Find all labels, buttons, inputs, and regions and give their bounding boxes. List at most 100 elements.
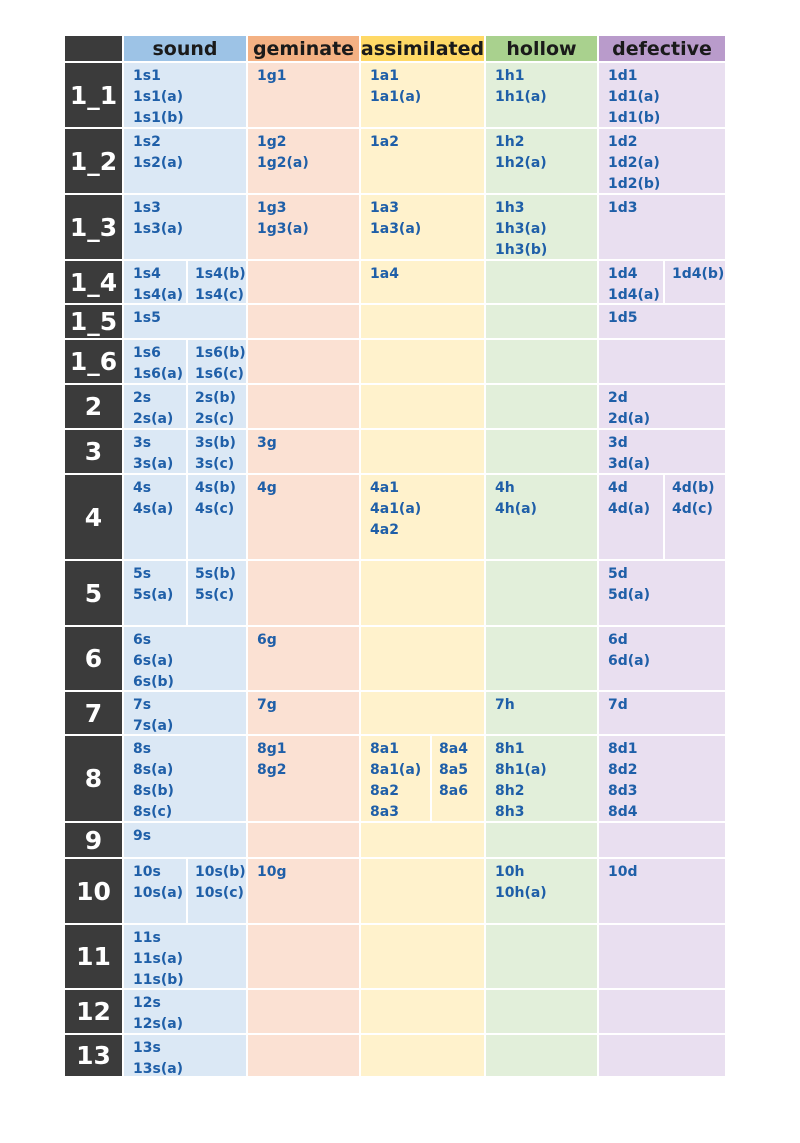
cell-group: 7g	[248, 695, 361, 734]
table-cell: 4d 4d(a) 4d(b) 4d(c)	[599, 475, 727, 561]
class-code: 8h1	[495, 741, 525, 757]
class-code: 9s	[133, 828, 152, 844]
table-cell: 13s 13s(a)	[124, 1035, 248, 1078]
class-code: 1a3(a)	[370, 221, 422, 237]
cell-group: 1a2	[361, 132, 486, 193]
class-code: 4d(a)	[608, 501, 651, 517]
class-code: 7s	[133, 697, 152, 713]
class-code: 11s(b)	[133, 972, 184, 988]
cell-group: 1a4	[361, 264, 486, 303]
table-cell: 2s 2s(a) 2s(b) 2s(c)	[124, 385, 248, 430]
class-code: 5s	[133, 566, 152, 582]
class-code: 8s(c)	[133, 804, 173, 820]
table-cell: 8a1 8a1(a) 8a2 8a3 8a4 8a5 8a6	[361, 736, 486, 823]
cell-group: 7s 7s(a)	[124, 695, 248, 734]
table-cell: 3s 3s(a) 3s(b) 3s(c)	[124, 430, 248, 475]
cell-group: 2s(b) 2s(c)	[186, 385, 248, 428]
class-code: 12s(a)	[133, 1016, 184, 1032]
class-code: 4d(b)	[672, 480, 715, 496]
column-header: assimilated	[361, 36, 486, 63]
class-code: 4s(a)	[133, 501, 174, 517]
class-code: 10h(a)	[495, 885, 547, 901]
class-code: 1d5	[608, 310, 638, 326]
table-cell: 7d	[599, 692, 727, 736]
table-cell: 4h 4h(a)	[486, 475, 599, 561]
class-code: 1d2	[608, 134, 638, 150]
table-cell: 5d 5d(a)	[599, 561, 727, 627]
table-cell	[599, 823, 727, 859]
table-cell	[248, 340, 361, 385]
class-code: 1s3	[133, 200, 161, 216]
table-cell	[599, 925, 727, 990]
table-cell: 1a1 1a1(a)	[361, 63, 486, 129]
cell-group: 4a1 4a1(a) 4a2	[361, 478, 486, 559]
class-code: 6d	[608, 632, 628, 648]
class-code: 1g1	[257, 68, 287, 84]
row-label: 10	[65, 859, 124, 925]
table-cell: 1d5	[599, 305, 727, 340]
class-code: 1s1(b)	[133, 110, 184, 126]
class-code: 3s	[133, 435, 152, 451]
class-code: 1a1(a)	[370, 89, 422, 105]
cell-group: 1d5	[599, 308, 727, 338]
table-cell	[361, 859, 486, 925]
class-code: 8s(b)	[133, 783, 174, 799]
class-code: 1a1	[370, 68, 399, 84]
table-cell	[486, 340, 599, 385]
class-code: 7g	[257, 697, 277, 713]
table-cell	[486, 561, 599, 627]
class-code: 3s(b)	[195, 435, 236, 451]
class-code: 8h2	[495, 783, 525, 799]
cell-group: 3s(b) 3s(c)	[186, 430, 248, 473]
row-label: 1_2	[65, 129, 124, 195]
table-cell: 1s4 1s4(a) 1s4(b) 1s4(c)	[124, 261, 248, 305]
table-cell: 1g2 1g2(a)	[248, 129, 361, 195]
class-code: 10s	[133, 864, 161, 880]
class-code: 6s(b)	[133, 674, 174, 690]
table-cell	[486, 305, 599, 340]
class-code: 1g3(a)	[257, 221, 309, 237]
table-cell: 3d 3d(a)	[599, 430, 727, 475]
class-code: 13s(a)	[133, 1061, 184, 1077]
class-code: 8d1	[608, 741, 638, 757]
cell-group: 1s4(b) 1s4(c)	[186, 261, 248, 303]
class-code: 4h	[495, 480, 515, 496]
class-code: 1d1(b)	[608, 110, 661, 126]
class-code: 1s2	[133, 134, 161, 150]
cell-group: 1h1 1h1(a)	[486, 66, 599, 127]
table-cell: 1d2 1d2(a) 1d2(b)	[599, 129, 727, 195]
column-header: sound	[124, 36, 248, 63]
class-code: 8a6	[439, 783, 468, 799]
table-cell	[248, 925, 361, 990]
cell-group: 1s2 1s2(a)	[124, 132, 248, 193]
cell-group: 8h1 8h1(a) 8h2 8h3	[486, 739, 599, 821]
class-code: 8g2	[257, 762, 287, 778]
cell-group: 4h 4h(a)	[486, 478, 599, 559]
table-cell: 9s	[124, 823, 248, 859]
class-code: 1g2(a)	[257, 155, 309, 171]
class-code: 2d	[608, 390, 628, 406]
class-code: 8h1(a)	[495, 762, 547, 778]
cell-group: 1s5	[124, 308, 248, 338]
table-cell: 10s 10s(a) 10s(b) 10s(c)	[124, 859, 248, 925]
row-label: 1_6	[65, 340, 124, 385]
cell-group: 1h3 1h3(a) 1h3(b)	[486, 198, 599, 259]
class-code: 1s6(b)	[195, 345, 246, 361]
cell-group: 6g	[248, 630, 361, 690]
class-code: 10h	[495, 864, 525, 880]
row-label: 1_4	[65, 261, 124, 305]
class-code: 1s6(c)	[195, 366, 244, 382]
table-cell: 10g	[248, 859, 361, 925]
class-code: 5d	[608, 566, 628, 582]
class-code: 2s	[133, 390, 152, 406]
column-header: hollow	[486, 36, 599, 63]
class-code: 1s6(a)	[133, 366, 184, 382]
class-code: 7s(a)	[133, 718, 174, 734]
cell-group: 10s 10s(a)	[124, 862, 186, 923]
row-label: 3	[65, 430, 124, 475]
table-cell: 8h1 8h1(a) 8h2 8h3	[486, 736, 599, 823]
cell-group: 1g1	[248, 66, 361, 127]
class-code: 10s(a)	[133, 885, 184, 901]
cell-group: 9s	[124, 826, 248, 857]
table-cell	[248, 561, 361, 627]
